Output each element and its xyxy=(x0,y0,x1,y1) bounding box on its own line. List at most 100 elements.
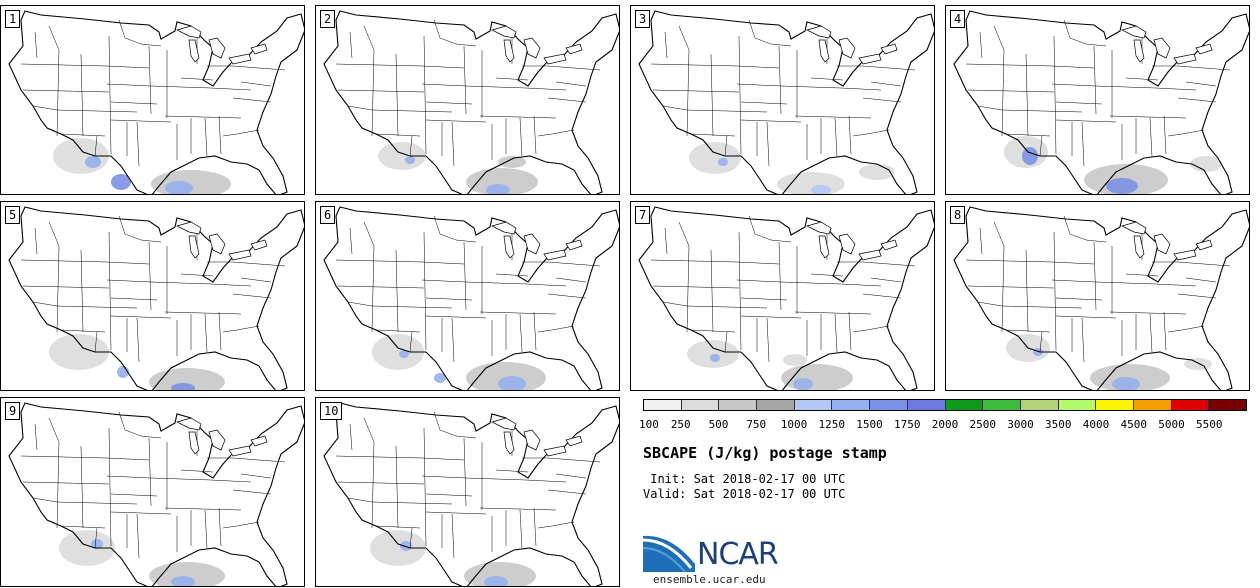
stamp-panel-4: 4 xyxy=(945,5,1250,195)
state-borders xyxy=(650,215,916,363)
coastline xyxy=(8,206,304,390)
coastline xyxy=(323,402,619,586)
state-borders xyxy=(335,215,601,363)
cape-shading xyxy=(689,142,895,194)
stamp-panel-7: 7 xyxy=(630,201,935,391)
great-lakes xyxy=(491,221,583,261)
colorbar-swatch-10 xyxy=(1020,400,1059,410)
member-number: 8 xyxy=(950,206,966,224)
ncar-logo-icon xyxy=(643,535,695,573)
state-borders xyxy=(335,411,601,559)
cape-shading xyxy=(372,334,546,390)
colorbar-label: 2500 xyxy=(969,418,997,431)
conus-map xyxy=(323,10,619,194)
colorbar-label: 100 xyxy=(639,418,659,431)
colorbar-swatch-9 xyxy=(983,400,1021,410)
stamp-panel-10: 10 xyxy=(315,397,620,587)
great-lakes xyxy=(491,417,583,457)
great-lakes xyxy=(491,25,583,65)
stamp-panel-2: 2 xyxy=(315,5,620,195)
init-time: Init: Sat 2018-02-17 00 UTC xyxy=(643,472,846,486)
cape-shading xyxy=(687,340,853,390)
stamp-panel-1: 1 xyxy=(0,5,305,195)
conus-map xyxy=(638,206,934,390)
member-number: 3 xyxy=(635,10,651,28)
product-title: SBCAPE (J/kg) postage stamp xyxy=(643,444,887,462)
stamp-panel-6: 6 xyxy=(315,201,620,391)
stamp-panel-8: 8 xyxy=(945,201,1250,391)
coastline xyxy=(638,206,934,390)
colorbar-label: 4000 xyxy=(1082,418,1110,431)
ncar-logo-text: NCAR xyxy=(697,537,779,572)
colorbar-swatch-8 xyxy=(945,400,984,410)
conus-map xyxy=(323,402,619,586)
colorbar-label: 2000 xyxy=(931,418,959,431)
colorbar-label: 1500 xyxy=(856,418,883,431)
great-lakes xyxy=(1121,221,1213,261)
colorbar xyxy=(643,399,1247,411)
member-number: 10 xyxy=(320,402,343,420)
cape-shading xyxy=(59,530,225,586)
conus-map xyxy=(953,206,1249,390)
colorbar-label: 1250 xyxy=(818,418,846,431)
great-lakes xyxy=(176,417,268,457)
colorbar-label: 250 xyxy=(670,418,691,431)
conus-map xyxy=(8,10,304,194)
colorbar-label: 1000 xyxy=(780,418,808,431)
cape-shading xyxy=(370,530,536,586)
colorbar-swatch-12 xyxy=(1096,400,1134,410)
colorbar-label: 4500 xyxy=(1120,418,1148,431)
great-lakes xyxy=(176,25,268,65)
member-number: 5 xyxy=(5,206,21,224)
coastline xyxy=(953,206,1249,390)
colorbar-label: 3500 xyxy=(1045,418,1072,431)
stamp-panel-3: 3 xyxy=(630,5,935,195)
colorbar-label: 5500 xyxy=(1196,418,1223,431)
member-number: 7 xyxy=(635,206,651,224)
colorbar-label: 1750 xyxy=(894,418,921,431)
coastline xyxy=(8,402,304,586)
conus-map xyxy=(323,206,619,390)
valid-time: Valid: Sat 2018-02-17 00 UTC xyxy=(643,487,846,501)
state-borders xyxy=(650,19,916,167)
colorbar-label: 5000 xyxy=(1158,418,1185,431)
state-borders xyxy=(20,215,286,363)
conus-map xyxy=(8,402,304,586)
member-number: 9 xyxy=(5,402,21,420)
colorbar-swatch-15 xyxy=(1209,400,1246,410)
cape-shading xyxy=(49,334,225,390)
coastline xyxy=(953,10,1249,194)
coastline xyxy=(323,206,619,390)
coastline xyxy=(323,10,619,194)
great-lakes xyxy=(1121,25,1213,65)
great-lakes xyxy=(806,25,898,65)
stamp-panel-9: 9 xyxy=(0,397,305,587)
state-borders xyxy=(965,215,1231,363)
coastline xyxy=(638,10,934,194)
cape-shading xyxy=(1006,334,1212,390)
colorbar-label: 750 xyxy=(746,418,767,431)
state-borders xyxy=(335,19,601,167)
site-url[interactable]: ensemble.ucar.edu xyxy=(653,573,766,586)
great-lakes xyxy=(806,221,898,261)
conus-map xyxy=(953,10,1249,194)
colorbar-swatch-7 xyxy=(907,400,946,410)
colorbar-swatch-3 xyxy=(757,400,795,410)
member-number: 4 xyxy=(950,10,966,28)
state-borders xyxy=(965,19,1231,167)
colorbar-label: 3000 xyxy=(1007,418,1034,431)
colorbar-swatch-6 xyxy=(870,400,908,410)
conus-map xyxy=(638,10,934,194)
cape-shading xyxy=(378,142,538,194)
colorbar-label: 500 xyxy=(708,418,729,431)
colorbar-swatch-0 xyxy=(644,400,682,410)
coastline xyxy=(8,10,304,194)
member-number: 2 xyxy=(320,10,336,28)
cape-shading xyxy=(1004,136,1222,194)
state-borders xyxy=(20,19,286,167)
colorbar-swatch-4 xyxy=(794,400,833,410)
colorbar-swatch-5 xyxy=(832,400,871,410)
member-number: 1 xyxy=(5,10,21,28)
member-number: 6 xyxy=(320,206,336,224)
colorbar-swatch-13 xyxy=(1133,400,1172,410)
